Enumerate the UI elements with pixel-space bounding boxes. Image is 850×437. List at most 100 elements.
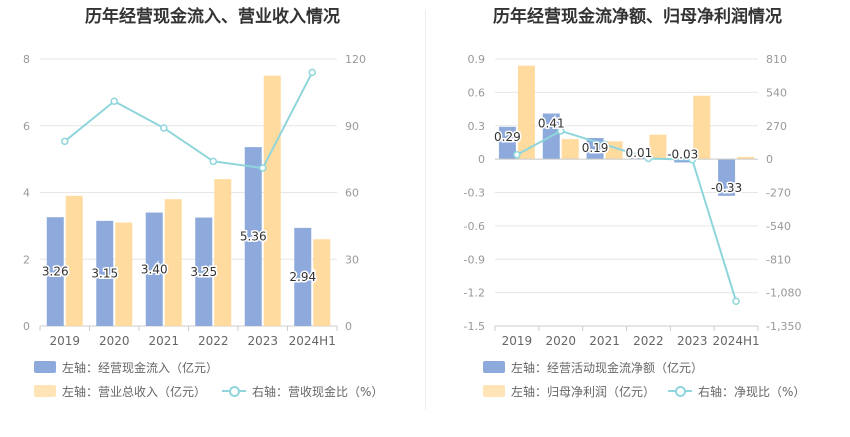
bar-data-label: 3.15 [91, 266, 118, 280]
bar-data-label: 0.19 [582, 141, 609, 155]
legend-item-cash-inflow[interactable]: 左轴：经营现金流入（亿元） [34, 359, 218, 375]
legend-item-revenue[interactable]: 左轴：营业总收入（亿元） [34, 383, 206, 399]
bar-secondary [517, 65, 535, 160]
right-axis-tick-label: -540 [766, 220, 791, 233]
ratio-point [732, 297, 740, 306]
right-axis-tick-label: 30 [345, 253, 359, 266]
bar-data-label: 2.94 [289, 270, 316, 284]
bar-secondary [214, 179, 232, 326]
bar-data-label: 5.36 [240, 230, 267, 244]
x-axis-tick-label: 2019 [49, 334, 80, 348]
bar-primary [96, 220, 114, 326]
bar-secondary [115, 222, 133, 326]
ratio-point [160, 124, 168, 132]
bar-primary [195, 217, 213, 326]
bar-secondary [561, 139, 579, 160]
left-chart-plot: 0 2 4 6 8 0 30 60 90 120 2019 2020 2021 2022 2023 2024H… [23, 53, 366, 348]
ratio-point [308, 68, 316, 77]
right-chart-panel: 历年经营现金流净额、归母净利润情况 -1.5 -1.2 -0.9 -0.6 -0.3 0 0… [425, 0, 850, 437]
left-chart-panel: 历年经营现金流入、营业收入情况 0 2 4 6 8 0 30 60 90 120 2019 2020 2… [23, 7, 383, 399]
left-axis-tick-label: 4 [23, 187, 30, 200]
bar-data-label: 0.41 [538, 117, 565, 131]
ratio-point [110, 97, 118, 106]
bar-secondary [649, 134, 667, 160]
legend-label-cash-inflow: 左轴：经营现金流入（亿元） [62, 360, 219, 375]
bar-secondary [693, 95, 711, 160]
left-axis-tick-label: 0 [478, 153, 485, 166]
left-axis-tick-label: 6 [23, 120, 30, 133]
bar-secondary [65, 195, 83, 326]
legend-item-operating-cash-flow[interactable]: 左轴：经营活动现金流净额（亿元） [483, 359, 703, 375]
x-axis-tick-label: 2024H1 [712, 334, 759, 348]
ratio-point [644, 154, 653, 163]
bar-primary [46, 217, 64, 326]
bar-data-label: 3.25 [190, 265, 217, 279]
bar-secondary [313, 239, 331, 326]
left-axis-tick-label: 0.3 [468, 120, 486, 133]
right-axis-tick-label: -1,350 [766, 320, 801, 333]
right-chart-plot: -1.5 -1.2 -0.9 -0.6 -0.3 0 0.3 0.6 0.9 -1,350 -1,0… [464, 53, 802, 348]
left-axis-tick-label: 0.9 [468, 53, 486, 66]
legend-label-net-cash-ratio: 右轴：净现比（%） [698, 384, 806, 399]
legend-line-icon [668, 385, 692, 397]
right-axis-tick-label: 540 [766, 86, 787, 99]
right-axis-tick-label: 0 [345, 320, 352, 333]
legend-item-net-cash-ratio[interactable]: 右轴：净现比（%） [668, 383, 805, 399]
bar-primary [294, 227, 312, 326]
legend-label-cash-revenue-ratio: 右轴：营收现金比（%） [252, 384, 384, 399]
bar-primary [244, 147, 262, 326]
bar-primary [498, 126, 516, 160]
bar-primary [630, 158, 648, 160]
x-axis-tick-label: 2021 [589, 334, 620, 348]
right-axis-tick-label: 0 [766, 153, 773, 166]
ratio-point [600, 140, 609, 149]
x-axis-tick-label: 2022 [633, 334, 664, 348]
right-axis-tick-label: -1,080 [766, 287, 801, 300]
bar-secondary [737, 156, 755, 160]
ratio-line [64, 71, 314, 170]
bar-data-label: 0.29 [494, 130, 521, 144]
right-axis-tick-label: 810 [766, 53, 787, 66]
left-axis-tick-label: -1.5 [464, 320, 485, 333]
x-axis-tick-label: 2019 [502, 334, 533, 348]
bar-data-label: 0.01 [626, 146, 653, 160]
bar-primary [145, 212, 163, 326]
bar-secondary [263, 75, 281, 326]
legend-swatch-revenue [34, 385, 56, 397]
bar-data-label: -0.03 [667, 147, 698, 161]
left-axis-tick-label: -0.3 [464, 187, 485, 200]
bar-primary [718, 159, 736, 196]
left-axis-tick-label: -0.6 [464, 220, 485, 233]
x-axis-tick-label: 2023 [247, 334, 278, 348]
bar-data-label: 3.26 [42, 265, 69, 279]
legend-label-operating-cash-flow: 左轴：经营活动现金流净额（亿元） [511, 360, 704, 375]
bar-data-label: 3.40 [141, 262, 168, 276]
ratio-point [557, 127, 565, 135]
x-axis-tick-label: 2022 [198, 334, 229, 348]
right-axis-tick-label: 90 [345, 120, 359, 133]
bar-primary [674, 159, 692, 163]
ratio-point [61, 137, 69, 146]
legend-item-net-profit[interactable]: 左轴：归母净利润（亿元） [483, 383, 655, 399]
x-axis-tick-label: 2024H1 [289, 334, 336, 348]
legend-label-net-profit: 左轴：归母净利润（亿元） [511, 384, 656, 399]
legend-swatch-cash-inflow [34, 361, 56, 373]
left-axis-tick-label: -1.2 [464, 287, 485, 300]
left-axis-tick-label: 2 [23, 253, 30, 266]
left-axis-tick-label: 0 [23, 320, 30, 333]
legend-item-cash-revenue-ratio[interactable]: 右轴：营收现金比（%） [222, 383, 383, 399]
legend-swatch-operating-cash-flow [483, 361, 505, 373]
legend-label-revenue: 左轴：营业总收入（亿元） [62, 384, 207, 399]
x-axis-tick-label: 2021 [148, 334, 179, 348]
legend-line-icon [222, 385, 246, 397]
right-axis-tick-label: 270 [766, 120, 787, 133]
bar-secondary [164, 199, 182, 326]
right-axis-tick-label: -270 [766, 187, 791, 200]
legend-swatch-net-profit [483, 385, 505, 397]
ratio-point [513, 151, 521, 159]
right-axis-tick-label: -810 [766, 253, 791, 266]
right-axis-tick-label: 120 [345, 53, 366, 66]
ratio-point [259, 164, 267, 172]
ratio-point [688, 155, 696, 164]
left-axis-tick-label: 0.6 [468, 86, 486, 99]
